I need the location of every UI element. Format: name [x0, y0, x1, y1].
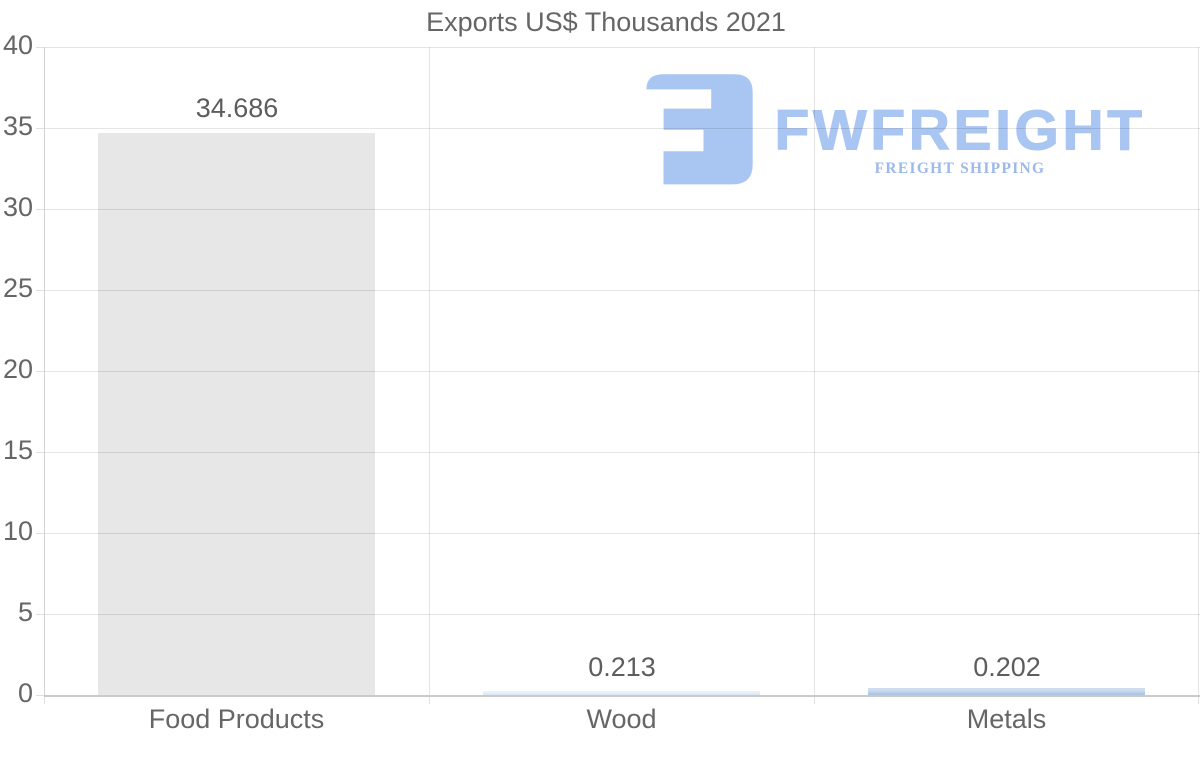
- svg-text:FWFREIGHT: FWFREIGHT: [775, 99, 1146, 163]
- svg-text:FREIGHT SHIPPING: FREIGHT SHIPPING: [875, 160, 1046, 177]
